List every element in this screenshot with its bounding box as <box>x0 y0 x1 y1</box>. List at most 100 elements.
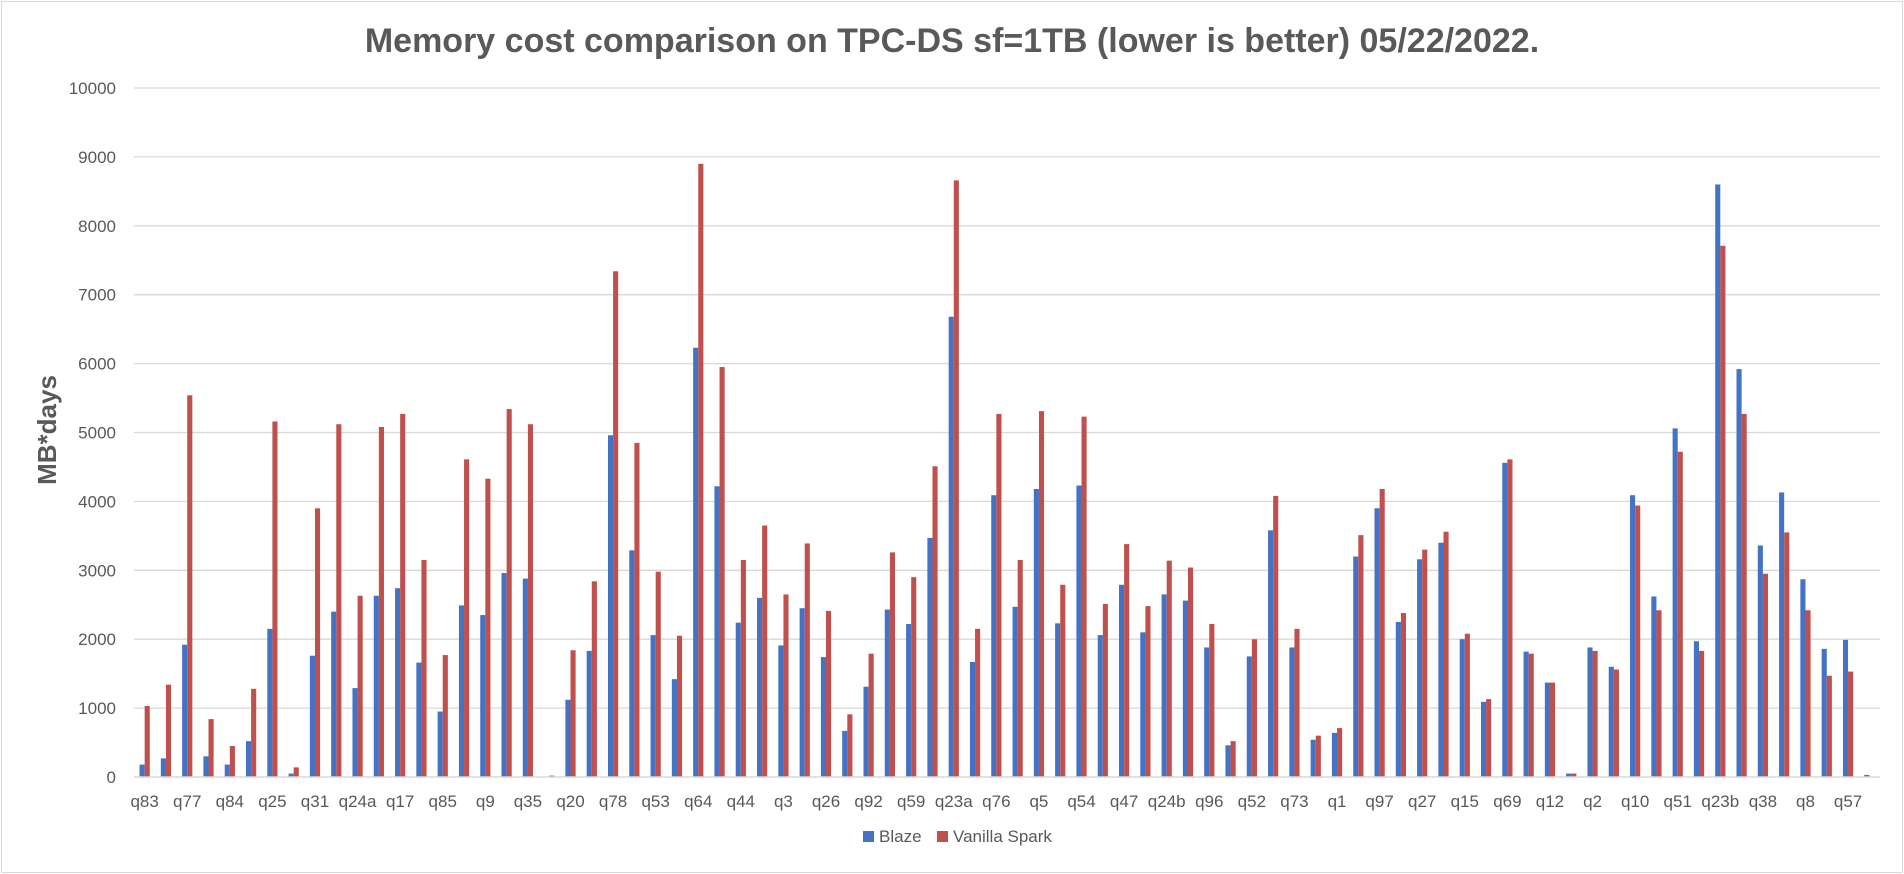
bar-blaze-q10 <box>1630 495 1636 777</box>
bar-vanilla-spark-q91 <box>847 714 853 777</box>
bar-blaze-q58 <box>1353 556 1359 777</box>
legend-swatch-vanilla-spark <box>937 831 948 842</box>
bar-blaze-q90 <box>288 773 294 777</box>
bar-blaze-q67 <box>671 679 677 777</box>
bar-vanilla-spark-q90 <box>293 767 299 777</box>
x-tick-label: q2 <box>1583 792 1602 811</box>
bar-blaze-q26 <box>820 657 827 777</box>
x-tick-label: q52 <box>1238 792 1266 811</box>
bar-vanilla-spark-q57 <box>1848 671 1854 777</box>
bar-vanilla-spark-q98 <box>1613 669 1619 777</box>
x-tick-label: q17 <box>386 792 414 811</box>
bar-vanilla-spark-q47 <box>1124 544 1130 777</box>
bar-vanilla-spark-q23b <box>1720 245 1726 777</box>
bar-vanilla-spark-q75 <box>1060 584 1066 777</box>
x-tick-label: q83 <box>130 792 158 811</box>
bar-vanilla-spark-q94 <box>421 559 427 777</box>
bar-blaze-q46 <box>1821 648 1827 777</box>
chart-title: Memory cost comparison on TPC-DS sf=1TB … <box>365 22 1539 60</box>
bar-blaze-q70 <box>1693 641 1700 777</box>
x-tick-label: q57 <box>1834 792 1862 811</box>
x-tick-label: q69 <box>1493 792 1521 811</box>
y-tick-label: 6000 <box>78 355 116 374</box>
x-tick-label: q51 <box>1664 792 1692 811</box>
bar-vanilla-spark-q86 <box>208 719 214 777</box>
bar-vanilla-spark-q35 <box>527 424 534 777</box>
bar-vanilla-spark-q78 <box>613 271 619 777</box>
x-tick-label: q12 <box>1536 792 1564 811</box>
bar-blaze-q24b <box>1161 594 1167 777</box>
bar-vanilla-spark-q60 <box>1273 495 1279 777</box>
bar-blaze-q85 <box>437 711 443 777</box>
bar-vanilla-spark-q51 <box>1677 451 1683 777</box>
bar-blaze-q83 <box>139 764 145 777</box>
y-axis-label: MB*days <box>32 375 62 485</box>
bar-vanilla-spark-q97 <box>1379 489 1385 777</box>
bar-vanilla-spark-q65 <box>932 466 938 777</box>
bar-vanilla-spark-q63 <box>1528 653 1534 777</box>
x-tick-label: q1 <box>1328 792 1347 811</box>
bar-blaze-q94 <box>416 662 422 777</box>
bar-vanilla-spark-q80 <box>165 684 172 777</box>
bar-blaze-q5 <box>1033 489 1039 777</box>
bar-vanilla-spark-q12 <box>1549 682 1556 777</box>
bar-blaze-q62 <box>757 597 763 777</box>
legend-label-vanilla-spark: Vanilla Spark <box>953 827 1052 846</box>
bar-vanilla-spark-q14b <box>506 409 512 777</box>
bar-vanilla-spark-q27 <box>1422 549 1428 777</box>
bar-blaze-q4 <box>714 486 720 777</box>
bar-blaze-q69 <box>1502 462 1508 777</box>
x-tick-labels: q83 q77 q84 q25 q31 q24a q17 q85 q9 q35 q20 q78 q53 q… <box>130 792 1862 811</box>
bar-blaze-q23b <box>1715 184 1721 777</box>
bar-vanilla-spark-q83 <box>144 706 150 777</box>
bar-vanilla-spark-q17 <box>400 413 406 777</box>
bar-blaze-q97 <box>1374 508 1380 777</box>
bar-vanilla-spark-q54 <box>1081 416 1087 777</box>
bar-vanilla-spark-q2 <box>1592 650 1598 777</box>
x-tick-label: q23a <box>935 792 973 811</box>
x-tick-label: q9 <box>476 792 495 811</box>
x-tick-label: q64 <box>684 792 712 811</box>
y-tick-label: 10000 <box>69 79 116 98</box>
bar-blaze-q76 <box>991 495 997 777</box>
bar-vanilla-spark-q77 <box>187 395 193 777</box>
bar-blaze-q29 <box>629 550 635 777</box>
bar-vanilla-spark-q29 <box>634 442 640 777</box>
bar-blaze-q35 <box>522 578 528 777</box>
x-tick-label: q59 <box>897 792 925 811</box>
bar-blaze-q47 <box>1119 584 1125 777</box>
bar-vanilla-spark-q36 <box>1784 532 1790 777</box>
y-tick-label: 2000 <box>78 630 116 649</box>
bar-vanilla-spark-q11 <box>975 628 981 777</box>
bar-blaze-q44 <box>735 622 741 777</box>
bar-vanilla-spark-q82 <box>1400 613 1407 777</box>
bar-vanilla-spark-q24b <box>1166 560 1172 777</box>
y-tick-label: 4000 <box>78 492 116 511</box>
x-tick-label: q24a <box>339 792 377 811</box>
x-tick-label: q84 <box>216 792 244 811</box>
y-tick-label: 0 <box>107 768 116 787</box>
bar-vanilla-spark-q53 <box>655 571 661 777</box>
x-tick-label: q44 <box>727 792 755 811</box>
bar-blaze-q80 <box>160 758 166 777</box>
bar-vanilla-spark-q25 <box>272 421 278 777</box>
bar-blaze-q96 <box>1204 647 1210 777</box>
bar-blaze-q8 <box>1800 579 1806 777</box>
bar-vanilla-spark-q96 <box>1209 624 1215 777</box>
bar-vanilla-spark-q23a <box>953 180 959 777</box>
bar-blaze-q17 <box>395 588 401 777</box>
legend-swatch-blaze <box>863 831 874 842</box>
bar-vanilla-spark-q10 <box>1635 505 1641 777</box>
bar-vanilla-spark-q40 <box>1741 413 1747 777</box>
x-tick-label: q35 <box>514 792 542 811</box>
bar-blaze-q64 <box>693 347 699 777</box>
bar-blaze-q24a <box>352 688 358 777</box>
legend-label-blaze: Blaze <box>879 827 922 846</box>
bar-blaze-q21 <box>1012 606 1018 777</box>
bar-vanilla-spark-q44 <box>740 559 746 777</box>
x-tick-label: q53 <box>641 792 669 811</box>
bar-vanilla-spark-q38 <box>1762 573 1768 777</box>
x-tick-label: q78 <box>599 792 627 811</box>
bar-blaze-q54 <box>1076 485 1082 777</box>
bar-vanilla-spark-q39a <box>1230 741 1236 777</box>
